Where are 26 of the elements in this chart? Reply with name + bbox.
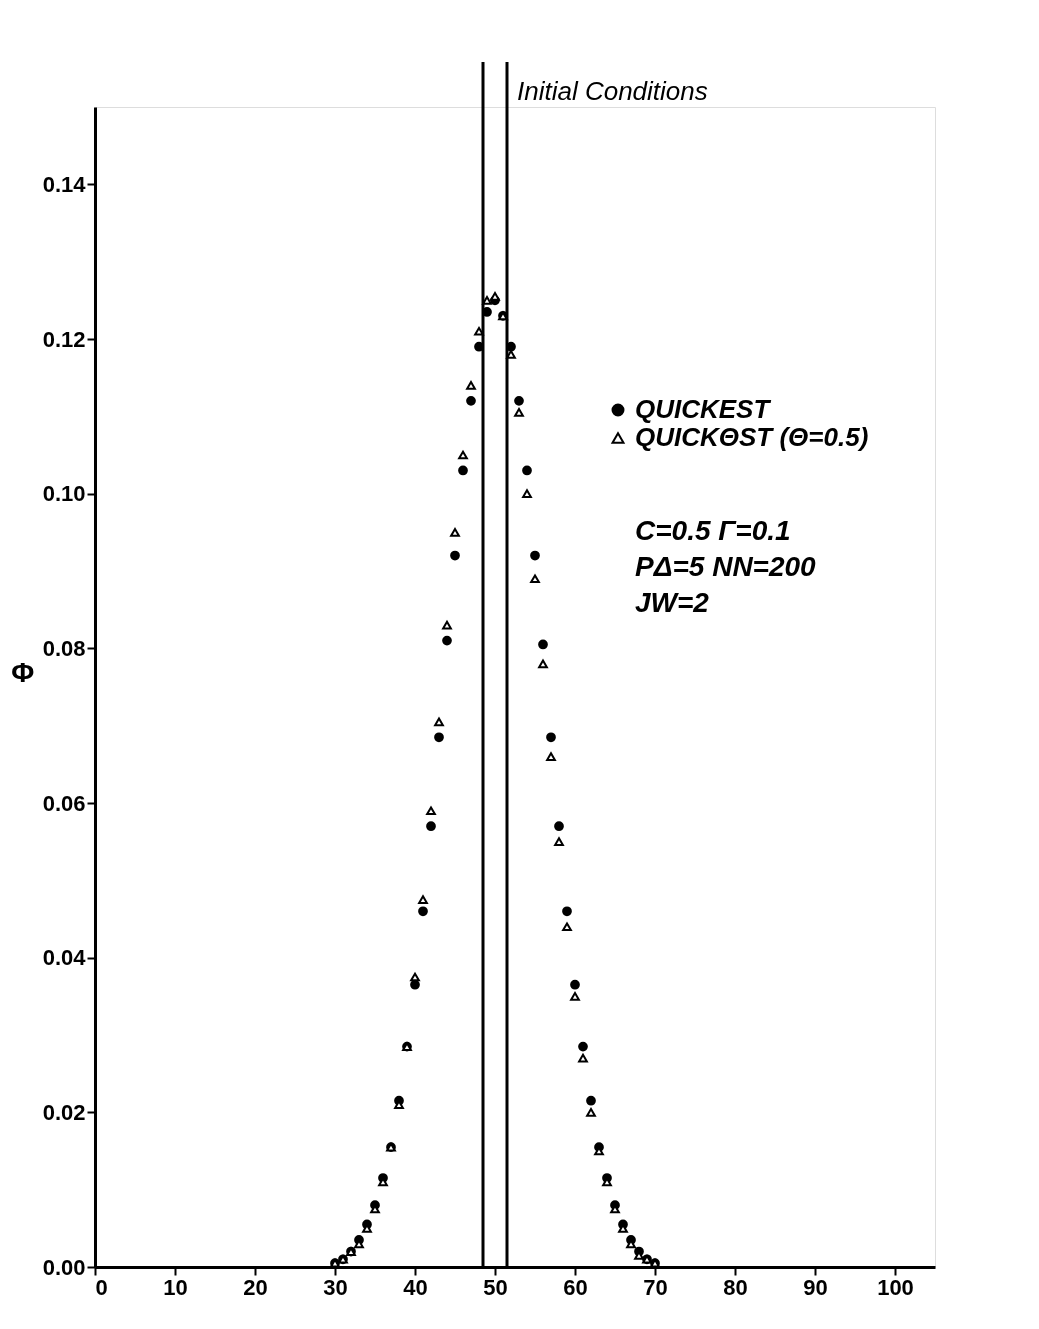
y-tick-label: 0.14 (42, 171, 87, 197)
x-tick-label: 10 (163, 1274, 188, 1300)
x-tick-label: 50 (483, 1274, 508, 1300)
x-tick-label: 90 (803, 1274, 828, 1300)
annotation: PΔ=5 NN=200 (635, 551, 817, 582)
x-tick-label: 80 (723, 1274, 748, 1300)
annotation: JW=2 (635, 587, 710, 618)
legend-label: QUICKΘST (Θ=0.5) (635, 422, 869, 452)
y-tick-label: 0.00 (42, 1254, 86, 1280)
y-tick-label: 0.08 (42, 635, 86, 661)
ref-line-label: Initial Conditions (517, 76, 708, 106)
x-tick-label: 0 (95, 1274, 108, 1300)
y-tick-label: 0.10 (42, 481, 86, 507)
x-tick-label: 30 (323, 1274, 348, 1300)
x-tick-label: 40 (403, 1274, 428, 1300)
x-tick-label: 70 (643, 1274, 668, 1300)
legend-label: QUICKEST (635, 394, 772, 424)
annotation: C=0.5 Γ=0.1 (635, 515, 791, 546)
x-tick-label: 20 (243, 1274, 268, 1300)
y-tick-label: 0.12 (42, 326, 86, 352)
x-tick-label: 100 (877, 1274, 914, 1300)
y-tick-label: 0.02 (42, 1099, 86, 1125)
y-axis-title: Φ (11, 656, 35, 688)
y-tick-label: 0.04 (42, 945, 87, 971)
y-tick-label: 0.06 (42, 790, 86, 816)
x-tick-label: 60 (563, 1274, 588, 1300)
